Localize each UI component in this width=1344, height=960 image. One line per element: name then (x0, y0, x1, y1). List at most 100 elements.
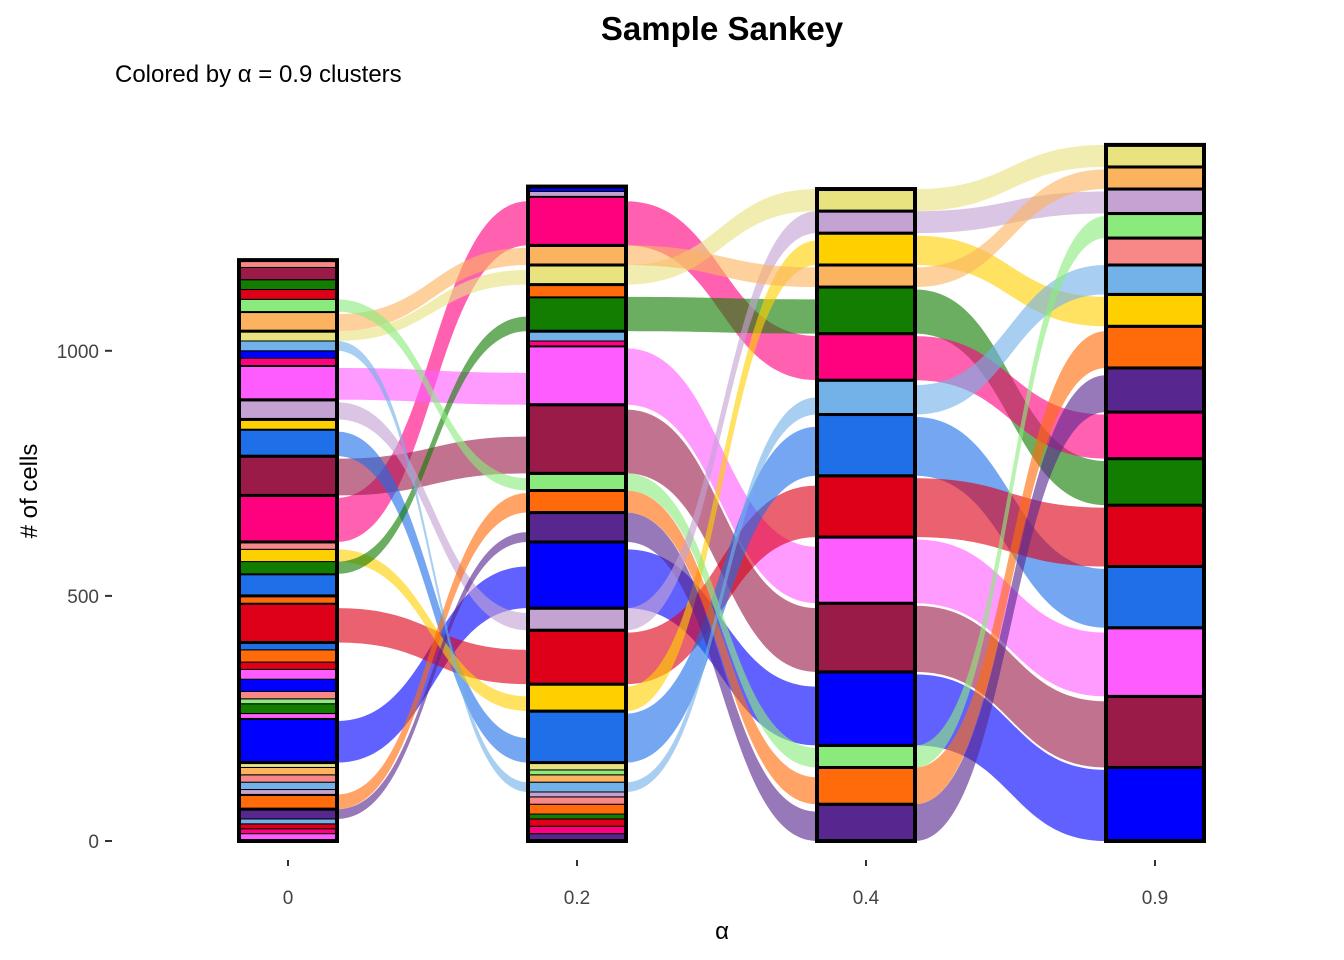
axis-column-frame-0 (237, 258, 339, 844)
stratum-0.9-azure-3 (1104, 564, 1206, 630)
stratum-0.4-blue-3 (815, 670, 917, 747)
stratum-0-sand-37 (237, 310, 339, 333)
x-tick-label-0: 0 (283, 888, 294, 909)
stratum-0-pink-17 (238, 668, 338, 680)
x-tick-label-0.2: 0.2 (564, 888, 590, 909)
stratum-0-sky-35 (238, 340, 338, 352)
flow-0.4-lavender-to-0.9-lavender (915, 191, 1106, 234)
flow-0-azure-to-0.2-azure (337, 431, 528, 763)
stratum-0.4-maroon-4 (815, 601, 917, 674)
chart-subtitle: Colored by α = 0.9 clusters (115, 61, 402, 88)
stratum-0-salmon-15 (238, 690, 338, 700)
stratum-0-maroon-41 (238, 266, 338, 281)
flow-0-khaki-to-0.2-khaki (337, 269, 528, 341)
flow-0.2-lavender-to-0.4-lavender (626, 211, 817, 631)
stratum-0-blue-16 (238, 678, 338, 692)
flow-0.4-sky-to-0.9-sky (915, 265, 1106, 415)
stratum-0.2-lime-18 (526, 471, 628, 492)
strata-layer (237, 142, 1206, 844)
stratum-0.2-lavender-6 (527, 791, 627, 798)
stratum-0.9-blue-0 (1104, 765, 1206, 843)
stratum-0-green-40 (238, 279, 338, 291)
flow-0-blue-to-0.2-blue (337, 566, 528, 763)
stratum-0-green-13 (238, 703, 338, 715)
stratum-0.9-gold-9 (1104, 292, 1206, 328)
chart-title: Sample Sankey (601, 10, 844, 47)
flow-0-sand-to-0.2-sand (337, 247, 528, 332)
stratum-0.4-lavender-13 (815, 209, 917, 235)
flow-0-purple-to-0.2-purple (337, 532, 528, 819)
stratum-0.9-sand-14 (1104, 165, 1206, 191)
stratum-0-green-24 (238, 561, 338, 575)
stratum-0-lime-38 (238, 298, 338, 313)
flow-0.2-gold-to-0.4-gold (626, 240, 817, 712)
stratum-0-red-2 (238, 823, 338, 830)
stratum-0-magenta-27 (237, 493, 339, 544)
stratum-0-sky-7 (238, 781, 338, 791)
stratum-0-lime-14 (238, 698, 338, 705)
stratum-0-lavender-6 (238, 789, 338, 795)
x-tick-label-0.9: 0.9 (1142, 888, 1168, 909)
stratum-0-gold-25 (238, 548, 338, 563)
stratum-0-pink-12 (238, 713, 338, 719)
stratum-0.4-magenta-9 (815, 332, 917, 382)
stratum-0.4-azure-7 (815, 413, 917, 478)
stratum-0.9-pink-2 (1104, 626, 1206, 698)
stratum-0.9-sky-10 (1104, 263, 1206, 296)
stratum-0.2-sky-7 (527, 781, 627, 793)
stratum-0-maroon-28 (237, 454, 339, 497)
stratum-0.2-sand-26 (526, 243, 628, 267)
flow-0.2-green-to-0.4-green (626, 296, 817, 334)
stratum-0.9-red-4 (1104, 503, 1206, 568)
stratum-0.2-pink-20 (526, 344, 628, 407)
stratum-0-red-21 (237, 601, 339, 644)
stratum-0-red-39 (238, 289, 338, 300)
stratum-0-red-18 (238, 661, 338, 670)
stratum-0.2-lime-9 (527, 769, 627, 776)
y-tick-label-1000: 1000 (57, 342, 99, 363)
stratum-0.2-green-23 (526, 295, 628, 333)
stratum-0.2-magenta-27 (526, 194, 628, 247)
stratum-0.2-azure-11 (526, 709, 628, 765)
stratum-0.4-purple-0 (815, 802, 917, 843)
flow-0.4-maroon-to-0.9-maroon (915, 605, 1106, 768)
stratum-0.2-green-3 (527, 813, 627, 820)
flow-0-green-to-0.2-green (337, 316, 528, 574)
flow-0.2-sky-to-0.4-sky (626, 397, 817, 792)
stratum-0-blue-11 (237, 716, 339, 765)
flow-0.2-sand-to-0.4-sand (626, 245, 817, 288)
stratum-0-blue-34 (238, 350, 338, 359)
stratum-0.2-maroon-19 (526, 403, 628, 475)
stratum-0.4-gold-12 (815, 231, 917, 267)
stratum-0.2-salmon-5 (527, 796, 627, 805)
stratum-0.4-green-10 (815, 285, 917, 336)
flow-0-sky-to-0.2-sky (337, 340, 528, 792)
stratum-0.9-green-5 (1104, 457, 1206, 507)
flow-0.4-red-to-0.9-red (915, 478, 1106, 567)
stratum-0.4-pink-5 (815, 535, 917, 605)
stratum-0-orange-19 (238, 649, 338, 663)
stratum-0-magenta-33 (238, 357, 338, 366)
axis-column-frame-0.9 (1104, 142, 1206, 843)
flow-0-gold-to-0.2-gold (337, 549, 528, 712)
stratum-0.9-magenta-6 (1104, 410, 1206, 461)
axis-column-frame-0.2 (526, 184, 628, 843)
stratum-0.9-lavender-13 (1104, 187, 1206, 216)
stratum-0.9-purple-7 (1104, 366, 1206, 414)
stratum-0.2-magenta-1 (527, 825, 627, 835)
stratum-0.2-orange-4 (527, 803, 627, 815)
stratum-0.2-gold-12 (526, 682, 628, 713)
stratum-0.4-orange-1 (815, 765, 917, 806)
flow-0.2-lime-to-0.4-lime (626, 473, 817, 768)
stratum-0.4-red-6 (815, 474, 917, 539)
stratum-0.4-lime-2 (815, 743, 917, 769)
x-axis-label: α (715, 918, 729, 945)
stratum-0.9-salmon-11 (1104, 236, 1206, 267)
stratum-0-sand-9 (238, 766, 338, 776)
stratum-0.9-khaki-15 (1104, 143, 1206, 169)
stratum-0.2-khaki-25 (526, 263, 628, 287)
flow-0-orange-to-0.2-orange (337, 492, 528, 810)
flow-0.2-maroon-to-0.4-maroon (626, 409, 817, 672)
stratum-0.2-red-13 (526, 628, 628, 686)
